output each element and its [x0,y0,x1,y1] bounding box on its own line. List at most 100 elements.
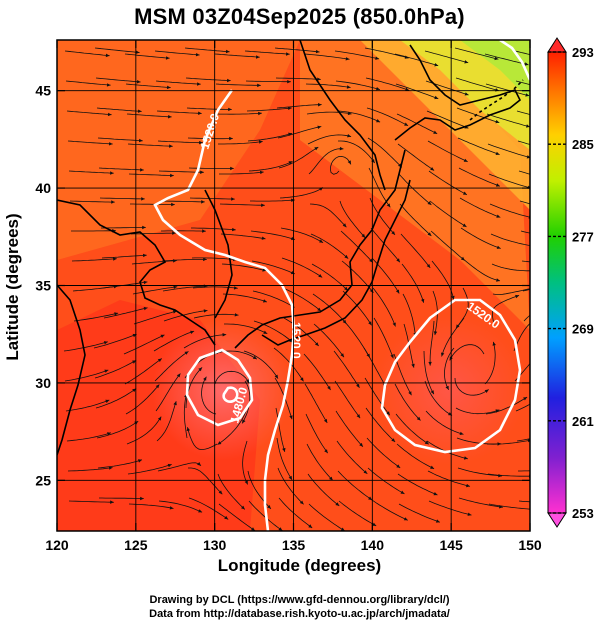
streamline [307,134,352,145]
streamline [394,53,439,67]
contour-label: 1520.0 [289,322,303,359]
streamline [99,497,144,499]
streamline [276,437,293,481]
streamline-arrow [173,401,177,406]
streamline [363,347,387,388]
streamline [485,396,528,415]
streamline [219,203,265,206]
streamline-arrow [433,492,438,496]
streamline-arrow [428,361,432,366]
streamline [458,497,503,508]
streamline-arrow [104,369,109,373]
contour-northeast [499,40,530,81]
streamline-arrow [496,278,500,282]
streamline-arrow [323,418,328,423]
streamline-arrow [201,200,205,204]
streamline [395,413,430,445]
streamline [124,358,163,385]
streamline-arrow [200,170,204,174]
streamline [425,410,464,435]
streamline [514,50,530,55]
streamline-arrow [340,527,345,531]
streamline-arrow [441,352,445,357]
streamline [402,293,416,337]
streamline-arrow [317,77,321,81]
streamline-arrow [105,53,110,58]
streamline [400,233,431,269]
streamline [222,293,268,303]
streamline [333,350,360,389]
coast-mainland-china [57,284,86,456]
streamline-arrow [400,490,405,494]
x-axis-label: Longitude (degrees) [217,556,382,575]
streamline [276,104,322,109]
streamline-arrow [258,140,263,144]
streamline [336,110,381,123]
streamline [64,50,110,57]
streamline-arrow [263,330,268,334]
streamline-arrow [368,321,372,326]
streamline [161,259,207,262]
streamline-arrow [495,151,500,155]
streamline [125,384,160,415]
streamline-arrow [430,390,434,395]
streamline [185,367,203,409]
streamline-arrow [314,147,319,151]
streamline-arrow [229,136,233,141]
streamline [128,173,174,176]
streamline-arrow [426,264,431,268]
streamline-arrow [315,49,320,54]
streamline [429,320,435,366]
streamline-arrow [108,466,113,470]
streamline [367,137,403,168]
streamline-arrow [464,60,469,64]
streamline [130,203,175,205]
streamline [94,360,137,379]
streamline [156,401,177,442]
streamline-arrow [287,106,292,110]
temperature-shade-northwest [57,40,300,260]
colorbar-tick-label: 253 [572,506,594,521]
streamline [456,107,500,123]
colorbar-ramp [547,51,567,514]
credit-dcl: Drawing by DCL (https://www.gfd-dennou.o… [149,594,450,606]
streamline-arrow [496,214,501,218]
streamline-arrow [462,223,467,227]
y-tick-label: 30 [35,375,51,391]
streamline-arrow [110,500,114,504]
streamline [429,200,467,228]
colorbar-ticks: 293 285 277 269 261 253 [548,45,594,521]
streamline [424,380,453,416]
streamline-arrow [464,92,469,96]
streamline-arrow [140,496,144,501]
streamline-arrow [395,289,400,294]
streamline [218,503,256,531]
streamline [277,467,304,505]
streamline [428,170,468,196]
streamline [185,77,231,81]
streamline-arrow [198,367,203,372]
streamline-arrow [218,490,223,495]
streamline [334,380,361,419]
streamline [253,320,294,343]
height-contours [153,40,530,531]
streamline-arrow [197,462,201,466]
streamline-arrow [186,427,190,432]
contour-low-center [222,386,239,403]
streamline-arrow [308,524,313,528]
streamline-arrow [222,333,227,337]
streamline-arrow [496,245,501,249]
streamline-arrow [132,388,137,393]
streamline-arrow [287,80,291,84]
streamline-arrow [259,170,264,175]
streamline-arrow [526,155,530,159]
streamline-arrow [160,334,165,338]
streamline-arrow [113,257,117,261]
streamline-arrow [227,78,231,83]
streamline [95,77,141,83]
streamline [282,287,322,312]
streamline [312,293,347,324]
streamline-arrow [217,441,222,445]
streamline [67,140,113,145]
